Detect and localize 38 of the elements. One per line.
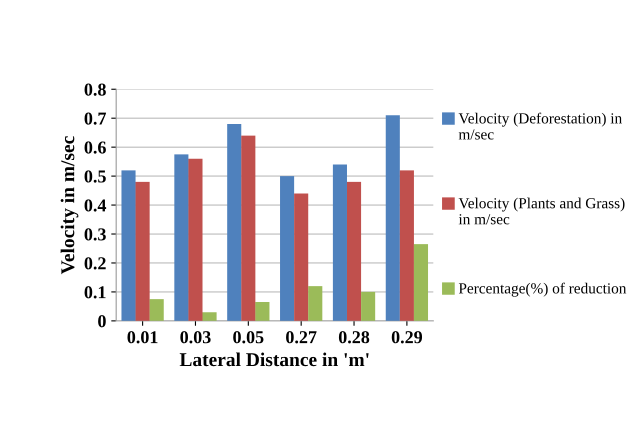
x-tick-label: 0.27 bbox=[286, 331, 317, 344]
bar bbox=[361, 292, 376, 321]
bar bbox=[346, 182, 362, 321]
bar bbox=[386, 115, 400, 321]
y-tick-label: 0.7 bbox=[84, 112, 106, 125]
y-tick-label: 0.6 bbox=[84, 141, 106, 154]
y-tick-label: 0.3 bbox=[84, 228, 106, 241]
bar bbox=[202, 312, 217, 321]
x-tick-label: 0.01 bbox=[128, 331, 158, 344]
bar bbox=[400, 170, 414, 321]
bar bbox=[294, 193, 308, 321]
legend-label: Percentage(%) of reduction bbox=[458, 282, 626, 297]
y-tick-label: 0.2 bbox=[84, 257, 106, 270]
y-axis-title: Velocity in m/sec bbox=[60, 136, 78, 274]
bar bbox=[227, 124, 242, 321]
x-tick-label: 0.03 bbox=[180, 331, 211, 344]
bar bbox=[255, 302, 270, 321]
x-tick-label: 0.05 bbox=[233, 331, 264, 344]
legend-label: Velocity (Deforestation) in m/sec bbox=[458, 112, 622, 140]
bar bbox=[414, 244, 428, 321]
y-tick-label: 0.1 bbox=[84, 286, 106, 298]
x-tick-label: 0.28 bbox=[338, 331, 370, 344]
x-tick-label: 0.29 bbox=[392, 331, 422, 344]
bar bbox=[174, 154, 188, 321]
y-tick-label: 0 bbox=[98, 315, 106, 328]
legend-label: Velocity (Plants and Grass) in m/sec bbox=[458, 198, 625, 224]
bar bbox=[332, 164, 347, 321]
y-tick-label: 0.5 bbox=[84, 170, 106, 183]
bar bbox=[150, 299, 164, 321]
bar bbox=[136, 182, 150, 321]
y-tick-label: 0.4 bbox=[84, 199, 106, 212]
bar bbox=[188, 158, 203, 321]
bar bbox=[121, 170, 136, 321]
bar bbox=[280, 176, 294, 321]
bar bbox=[241, 136, 256, 321]
y-tick-label: 0.8 bbox=[84, 84, 106, 96]
x-axis-title: Lateral Distance in 'm' bbox=[180, 352, 369, 366]
bar bbox=[308, 286, 322, 321]
